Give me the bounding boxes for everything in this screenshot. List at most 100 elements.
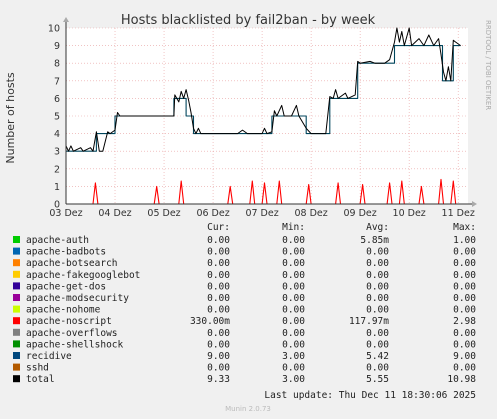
munin-footer: Munin 2.0.73 [225,405,271,413]
x-axis-arrow [472,201,477,207]
legend-swatch [13,375,20,383]
last-update: Last update: Thu Dec 11 18:30:06 2025 [264,390,476,401]
legend-value: 0.00 [453,328,476,339]
legend-name: sshd [26,363,49,374]
series-lines [65,27,461,205]
legend-value: 0.00 [282,281,305,292]
legend-value: 0.00 [282,316,305,327]
y-tick-label: 4 [54,129,60,140]
legend-value: 0.00 [282,247,305,258]
axes: 0 1 2 3 4 5 6 7 8 9 10 03 Dez 04 Dez 05 Dez 06 Dez 07 D… [48,17,477,219]
legend-value: 0.00 [366,270,389,281]
legend-value: 3.00 [282,351,305,362]
legend-value: 0.00 [366,247,389,258]
legend-value: 0.00 [207,270,230,281]
legend-swatch [13,270,20,278]
legend-swatch [13,317,20,325]
side-label: RRDTOOL / TOBI OETIKER [484,20,492,110]
legend-value: 0.00 [207,247,230,258]
legend-swatch [13,352,20,359]
legend-name: apache-auth [26,235,89,246]
legend-value: 9.00 [207,351,230,362]
legend-value: 0.00 [282,270,305,281]
y-tick-label: 6 [54,94,60,105]
x-tick-label: 04 Dez [98,208,131,219]
legend-name: apache-modsecurity [26,293,129,304]
y-tick-label: 9 [54,41,60,52]
legend-name: apache-overflows [26,328,118,339]
legend-name: apache-fakegooglebot [26,270,140,281]
series-line-total [65,27,461,152]
chart-title: Hosts blacklisted by fail2ban - by week [121,13,376,28]
legend-value: 2.98 [453,316,476,327]
legend-name: total [26,374,55,385]
x-tick-label: 08 Dez [294,208,327,219]
legend-value: 0.00 [207,363,230,374]
legend-value: 0.00 [207,305,230,316]
legend-value: 0.00 [366,328,389,339]
legend-value: 117.97m [349,316,389,327]
legend-name: apache-get-dos [26,281,106,292]
legend-value: 330.00m [190,316,230,327]
legend-value: 0.00 [453,339,476,350]
legend-value: 0.00 [453,270,476,281]
x-tick-label: 11 Dez [442,208,475,219]
y-tick-label: 3 [54,147,60,158]
y-tick-label: 1 [54,182,60,193]
x-tick-label: 09 Dez [344,208,377,219]
legend-value: 0.00 [207,339,230,350]
x-tick-label: 10 Dez [393,208,426,219]
y-axis-label: Number of hosts [4,72,17,164]
legend: Cur: Min: Avg: Max:apache-auth 0.00 0.00 5.85m… [13,222,476,385]
x-tick-label: 05 Dez [147,208,180,219]
legend-value: 0.00 [282,258,305,269]
legend-value: 0.00 [453,258,476,269]
legend-value: 0.00 [453,305,476,316]
legend-value: 0.00 [366,339,389,350]
legend-header: Max: [453,222,476,233]
legend-swatch [13,305,20,313]
legend-swatch [13,247,20,255]
legend-value: 10.98 [447,374,476,385]
legend-value: 0.00 [207,258,230,269]
y-tick-label: 5 [54,112,60,123]
legend-value: 0.00 [207,293,230,304]
legend-value: 0.00 [366,293,389,304]
legend-value: 0.00 [207,328,230,339]
y-tick-label: 7 [54,76,60,87]
legend-value: 0.00 [207,235,230,246]
x-tick-label: 06 Dez [196,208,229,219]
legend-value: 0.00 [453,363,476,374]
y-tick-label: 2 [54,164,60,175]
y-tick-label: 8 [54,59,60,70]
legend-value: 9.00 [453,351,476,362]
x-tick-label: 03 Dez [49,208,82,219]
legend-name: apache-botsearch [26,258,118,269]
legend-value: 5.85m [360,235,389,246]
legend-value: 0.00 [453,247,476,258]
legend-value: 1.00 [453,235,476,246]
legend-swatch [13,328,20,336]
legend-swatch [13,363,20,371]
legend-swatch [13,340,20,348]
legend-value: 5.55 [366,374,389,385]
y-axis-arrow [63,17,69,22]
legend-name: apache-badbots [26,247,106,258]
legend-value: 5.42 [366,351,389,362]
series-line-apache-noscript [66,178,461,205]
legend-value: 0.00 [366,363,389,374]
legend-value: 9.33 [207,374,230,385]
legend-value: 0.00 [282,363,305,374]
legend-name: recidive [26,351,72,362]
legend-swatch [13,282,20,290]
x-tick-label: 07 Dez [245,208,278,219]
legend-value: 0.00 [282,305,305,316]
legend-value: 0.00 [366,258,389,269]
legend-value: 0.00 [453,281,476,292]
legend-value: 0.00 [207,281,230,292]
legend-value: 0.00 [366,305,389,316]
legend-swatch [13,294,20,301]
y-tick-label: 10 [48,24,60,35]
legend-name: apache-shellshock [26,339,124,350]
